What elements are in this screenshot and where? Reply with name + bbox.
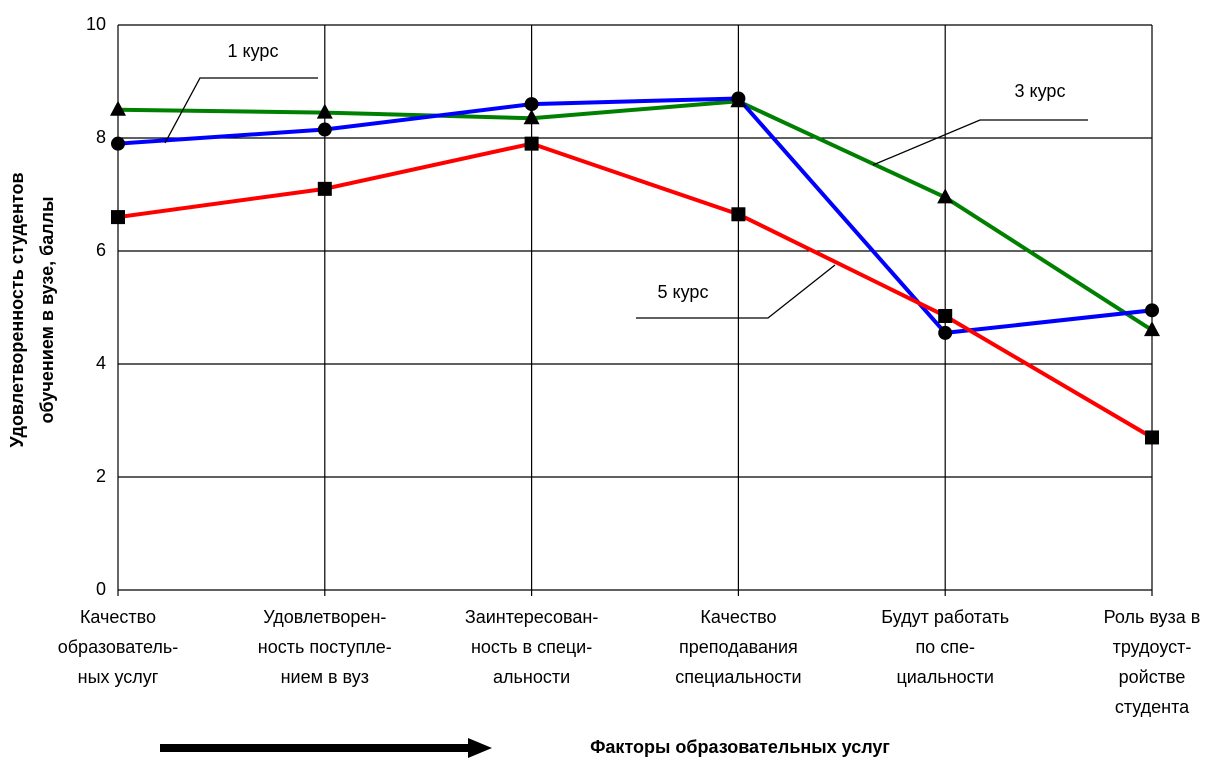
marker: [523, 109, 540, 125]
y-axis-label-line: обучением в вузе, баллы: [37, 197, 57, 424]
y-tick-label: 0: [96, 579, 106, 599]
marker: [938, 308, 953, 323]
marker: [731, 91, 746, 106]
leader-line: [636, 264, 836, 319]
marker: [524, 97, 539, 112]
marker: [111, 210, 125, 225]
marker: [938, 325, 953, 340]
x-tick-label: специальности: [675, 667, 801, 687]
series-label: 3 курс: [1015, 81, 1066, 101]
x-tick-label: Удовлетворен-: [263, 607, 386, 627]
marker: [1144, 321, 1160, 337]
series-label: 1 курс: [228, 41, 279, 61]
x-tick-label: альности: [493, 667, 570, 687]
x-tick-label: Качество: [700, 607, 776, 627]
y-axis-label-line: Удовлетворенность студентов: [7, 172, 27, 447]
x-axis-label: Факторы образовательных услуг: [590, 737, 890, 757]
x-tick-label: студента: [1115, 697, 1190, 717]
x-tick-label: ройстве: [1119, 667, 1186, 687]
x-tick-label: циальности: [896, 667, 994, 687]
marker: [937, 188, 954, 204]
x-tick-label: трудоуст-: [1113, 637, 1192, 657]
marker: [316, 103, 333, 119]
marker: [111, 136, 125, 151]
x-tick-label: по спе-: [915, 637, 975, 657]
series-line: [117, 141, 1154, 440]
marker: [317, 181, 332, 196]
x-tick-label: Будут работать: [881, 607, 1009, 627]
x-tick-label: нием в вуз: [281, 667, 369, 687]
marker: [524, 136, 539, 151]
x-tick-label: ность в специ-: [471, 637, 592, 657]
marker: [731, 207, 746, 222]
x-tick-label: преподавания: [679, 637, 798, 657]
x-tick-label: Роль вуза в: [1104, 607, 1201, 627]
y-tick-label: 2: [96, 466, 106, 486]
x-tick-label: ность поступле-: [258, 637, 392, 657]
series-label: 5 курс: [658, 282, 709, 302]
y-tick-label: 10: [86, 14, 106, 34]
leader-line: [164, 77, 318, 144]
y-axis-label: Удовлетворенность студентов обучением в …: [7, 172, 57, 447]
marker: [317, 122, 332, 137]
x-tick-label: ных услуг: [78, 667, 159, 687]
y-tick-label: 4: [96, 353, 106, 373]
x-tick-label: Качество: [80, 607, 156, 627]
x-tick-label: образователь-: [58, 637, 179, 657]
marker: [1145, 303, 1159, 318]
leader-line: [872, 119, 1088, 166]
y-tick-label: 6: [96, 240, 106, 260]
x-tick-label: Заинтересован-: [465, 607, 598, 627]
series-line: [117, 99, 1154, 332]
arrow-head: [468, 738, 492, 758]
marker: [1145, 430, 1159, 445]
marker: [110, 100, 126, 116]
y-tick-label: 8: [96, 127, 106, 147]
series-line: [117, 96, 1153, 335]
